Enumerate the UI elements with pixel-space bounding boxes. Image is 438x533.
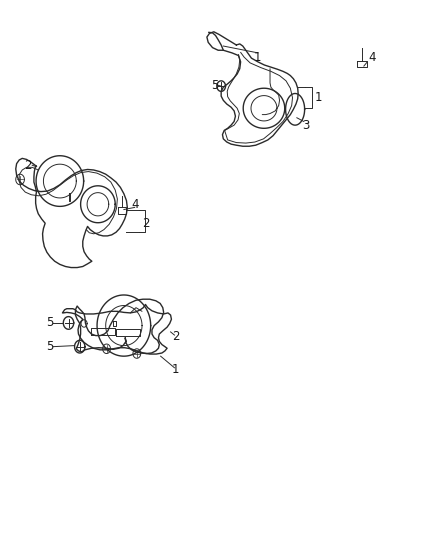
Text: 2: 2 xyxy=(24,159,32,172)
Text: 5: 5 xyxy=(46,340,53,353)
Text: 4: 4 xyxy=(369,51,376,63)
Text: 4: 4 xyxy=(131,198,139,211)
Text: 3: 3 xyxy=(302,119,309,132)
Text: 2: 2 xyxy=(143,217,150,230)
Text: 5: 5 xyxy=(46,317,53,329)
Text: 1: 1 xyxy=(172,363,180,376)
Text: 1: 1 xyxy=(254,51,261,63)
Text: 2: 2 xyxy=(172,329,180,343)
Text: 1: 1 xyxy=(315,91,322,104)
Text: 5: 5 xyxy=(211,78,219,92)
